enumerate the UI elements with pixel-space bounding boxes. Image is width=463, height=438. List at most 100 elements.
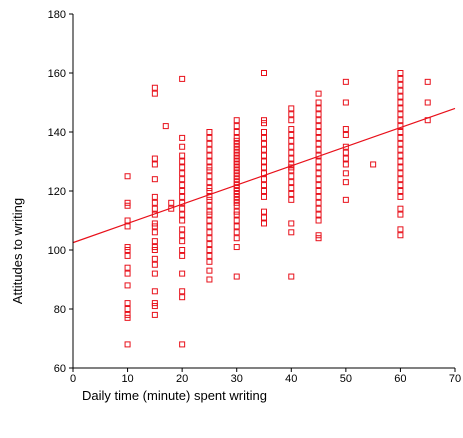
data-point xyxy=(206,223,213,230)
data-point xyxy=(179,158,186,165)
data-point xyxy=(233,208,240,215)
data-point xyxy=(124,341,131,348)
data-point xyxy=(315,211,322,218)
data-point xyxy=(206,235,213,242)
y-tick-label: 160 xyxy=(48,68,66,80)
data-point xyxy=(315,170,322,177)
x-tick-label: 70 xyxy=(449,373,461,385)
data-point xyxy=(315,176,322,183)
data-point xyxy=(179,152,186,159)
data-points xyxy=(124,70,431,348)
data-point xyxy=(397,193,404,200)
data-point xyxy=(261,158,267,165)
data-point xyxy=(315,158,322,165)
regression-line xyxy=(72,107,456,244)
data-point xyxy=(206,152,213,159)
data-point xyxy=(342,161,349,168)
data-point xyxy=(124,173,131,180)
data-point xyxy=(397,146,404,153)
data-point xyxy=(206,229,213,236)
data-point xyxy=(179,341,186,348)
data-point xyxy=(179,252,186,259)
x-axis-title: Daily time (minute) spent writing xyxy=(82,388,267,403)
data-point xyxy=(162,123,169,130)
data-point xyxy=(233,123,240,130)
data-point xyxy=(261,146,267,153)
data-point xyxy=(288,126,295,133)
data-point xyxy=(342,149,349,156)
data-point xyxy=(315,90,322,97)
data-point xyxy=(233,235,240,242)
data-point xyxy=(342,179,349,186)
x-axis-ticks: 0 10 20 30 40 50 60 70 xyxy=(70,368,461,385)
data-point xyxy=(288,220,295,227)
data-point xyxy=(124,300,131,307)
x-tick-label: 30 xyxy=(231,373,243,385)
data-point xyxy=(233,223,240,230)
data-point xyxy=(179,232,186,239)
data-point xyxy=(315,232,322,239)
data-point xyxy=(151,199,158,206)
y-tick-label: 140 xyxy=(48,127,66,139)
data-point xyxy=(397,134,404,141)
x-tick-label: 0 xyxy=(70,373,76,385)
data-point xyxy=(179,176,186,183)
data-point xyxy=(179,170,186,177)
y-tick-label: 60 xyxy=(54,363,66,375)
data-point xyxy=(288,190,295,197)
data-point xyxy=(370,161,377,168)
data-point xyxy=(206,208,213,215)
data-point xyxy=(342,78,349,85)
data-point xyxy=(124,282,131,289)
data-point xyxy=(288,131,295,138)
data-point xyxy=(124,252,131,259)
data-point xyxy=(179,164,186,171)
data-point xyxy=(206,241,213,248)
data-point xyxy=(233,229,240,236)
data-point xyxy=(168,199,175,206)
data-point xyxy=(179,238,186,245)
data-point xyxy=(261,188,267,194)
data-point xyxy=(397,140,404,147)
data-point xyxy=(151,155,158,162)
data-point xyxy=(261,134,267,141)
data-point xyxy=(315,129,322,135)
data-point xyxy=(206,202,213,209)
data-point xyxy=(179,217,186,224)
data-point xyxy=(179,188,186,194)
data-point xyxy=(315,134,322,141)
data-point xyxy=(261,129,267,135)
y-tick-label: 80 xyxy=(54,304,66,316)
data-point xyxy=(342,126,349,133)
data-point xyxy=(233,244,240,251)
data-point xyxy=(397,70,404,76)
data-point xyxy=(124,244,131,251)
data-point xyxy=(151,176,158,183)
data-point xyxy=(397,81,404,88)
data-point xyxy=(206,146,213,153)
y-tick-label: 100 xyxy=(48,245,66,257)
data-point xyxy=(206,140,213,147)
data-point xyxy=(342,131,349,138)
data-point xyxy=(261,164,267,171)
data-point xyxy=(315,111,322,118)
data-point xyxy=(124,311,131,318)
data-point xyxy=(206,129,213,135)
data-point xyxy=(151,238,158,245)
data-point xyxy=(261,214,267,221)
data-point xyxy=(397,170,404,177)
data-point xyxy=(397,232,404,239)
data-point xyxy=(315,105,322,112)
x-tick-label: 50 xyxy=(340,373,352,385)
data-point xyxy=(288,179,295,186)
data-point xyxy=(397,129,404,135)
data-point xyxy=(397,99,404,106)
data-point xyxy=(288,155,295,162)
data-point xyxy=(151,220,158,227)
data-point xyxy=(206,185,213,192)
data-point xyxy=(288,173,295,180)
data-point xyxy=(315,117,322,124)
data-point xyxy=(261,176,267,183)
y-tick-label: 120 xyxy=(48,186,66,198)
